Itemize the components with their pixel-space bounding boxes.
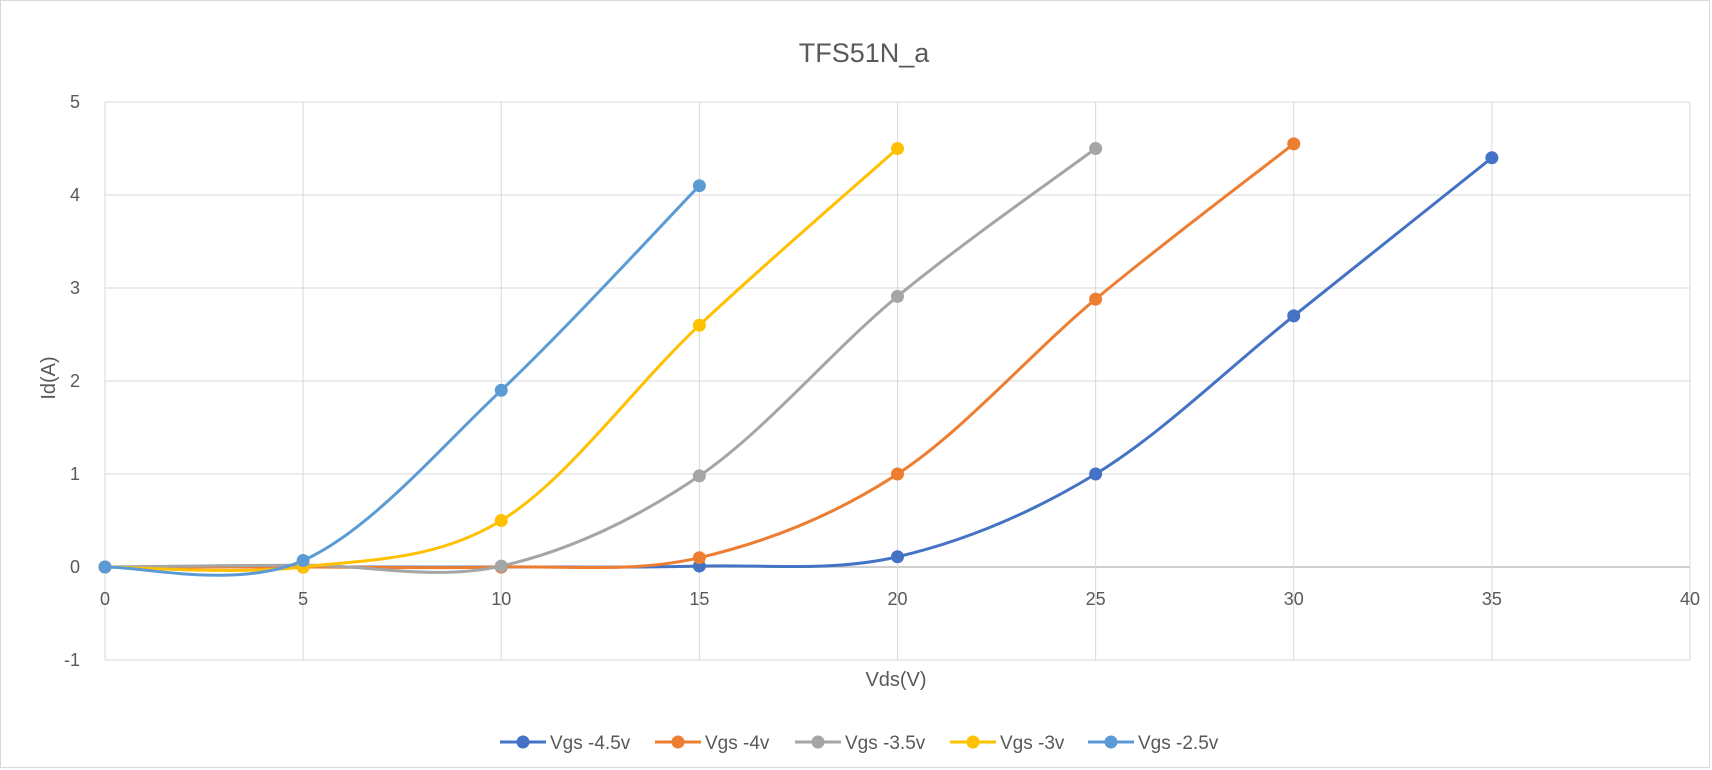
legend-label: Vgs -4v	[705, 733, 770, 754]
data-point-series-2	[891, 289, 904, 303]
data-point-series-4	[296, 553, 310, 567]
series-line-3	[103, 147, 899, 572]
y-tick-label: 1	[70, 464, 80, 484]
series-markers	[98, 137, 1499, 574]
series-line-2	[103, 147, 1098, 574]
x-tick-label: 10	[491, 589, 511, 609]
data-point-series-3	[494, 514, 508, 527]
y-tick-label: 0	[70, 557, 80, 577]
legend: Vgs -4.5v Vgs -4v Vgs -3.5v Vgs -3v Vgs -2.5…	[500, 733, 1219, 754]
data-point-series-0	[891, 550, 904, 564]
series-lines	[103, 142, 1494, 577]
legend-label: Vgs -4.5v	[550, 733, 631, 754]
legend-label: Vgs -3v	[1000, 733, 1065, 754]
x-tick-label: 40	[1680, 589, 1700, 609]
data-point-series-2	[494, 559, 508, 573]
legend-swatch-marker	[966, 735, 980, 749]
data-point-series-4	[692, 179, 706, 193]
data-point-series-2	[1089, 142, 1103, 155]
data-point-series-0	[1287, 309, 1301, 323]
data-point-series-0	[1089, 467, 1103, 481]
x-tick-label: 30	[1284, 589, 1304, 609]
y-tick-label: 3	[70, 278, 80, 298]
data-point-series-3	[891, 142, 904, 155]
y-tick-label: 5	[70, 92, 80, 112]
legend-swatch-marker	[516, 735, 530, 749]
data-point-series-1	[1287, 137, 1301, 151]
y-axis-title: Id(A)	[38, 356, 60, 399]
legend-label: Vgs -2.5v	[1138, 733, 1219, 754]
x-tick-label: 5	[298, 589, 308, 609]
grid-lines	[104, 101, 1691, 661]
x-tick-label: 25	[1086, 589, 1106, 609]
legend-swatch-marker	[671, 735, 685, 749]
data-point-series-1	[1089, 292, 1103, 306]
data-point-series-1	[891, 467, 904, 481]
legend-swatch-marker	[811, 735, 825, 749]
x-axis-title: Vds(V)	[865, 669, 926, 691]
x-tick-label: 20	[887, 589, 907, 609]
legend-swatch-marker	[1104, 735, 1118, 749]
data-point-series-1	[692, 551, 706, 565]
x-tick-label: 35	[1482, 589, 1502, 609]
series-line-4	[103, 184, 701, 577]
x-tick-label: 0	[100, 589, 110, 609]
x-axis-tick-labels: 0 5 10 15 20 25 30 35 40	[100, 589, 1700, 609]
data-point-series-4	[494, 383, 508, 397]
x-tick-label: 15	[689, 589, 709, 609]
data-point-series-0	[1485, 151, 1499, 165]
y-tick-label: 2	[70, 371, 80, 391]
data-point-series-2	[692, 469, 706, 483]
y-tick-label: 4	[70, 185, 80, 205]
data-point-series-4	[98, 560, 112, 574]
series-line-0	[103, 156, 1494, 569]
legend-label: Vgs -3.5v	[845, 733, 926, 754]
y-tick-label: -1	[64, 650, 80, 670]
chart-title: TFS51N_a	[799, 38, 931, 68]
data-point-series-3	[692, 318, 706, 332]
y-axis-tick-labels: -1 0 1 2 3 4 5	[64, 92, 80, 670]
